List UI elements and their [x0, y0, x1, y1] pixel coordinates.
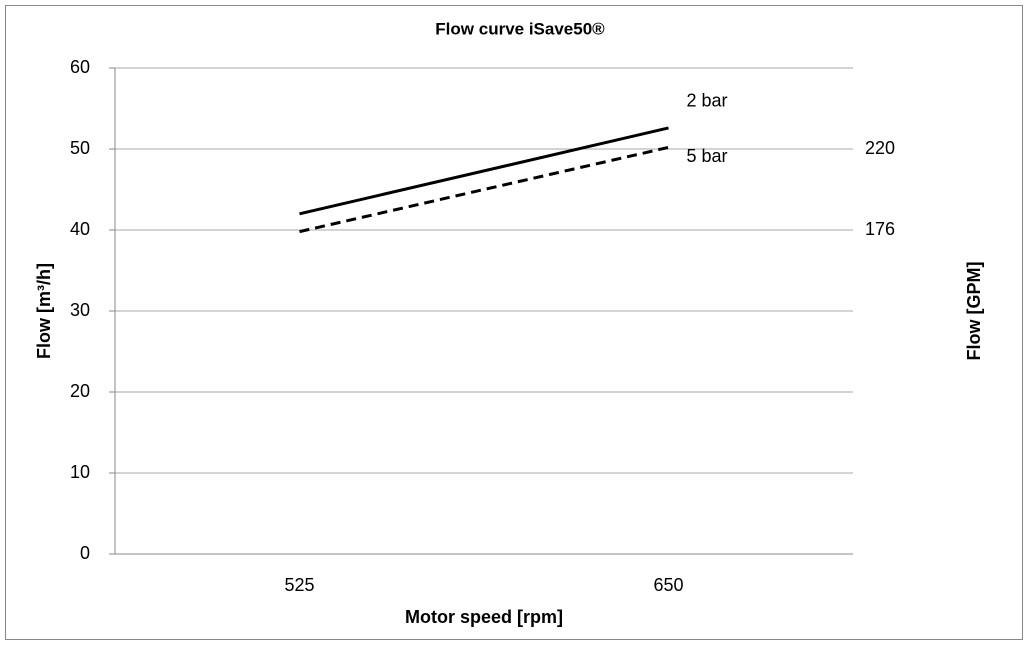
y-tick-label: 60 [70, 57, 90, 77]
series-label: 5 bar [687, 146, 728, 166]
y2-axis-label: Flow [GPM] [964, 262, 984, 361]
y-axis-label: Flow [m³/h] [34, 263, 54, 359]
y2-tick-label: 176 [865, 219, 895, 239]
y-tick-label: 50 [70, 138, 90, 158]
y-tick-label: 10 [70, 462, 90, 482]
x-tick-label: 650 [653, 575, 683, 595]
series-line [299, 126, 669, 216]
y-tick-label: 30 [70, 300, 90, 320]
y-tick-label: 40 [70, 219, 90, 239]
y2-tick-label: 220 [865, 138, 895, 158]
chart-title: Flow curve iSave50® [435, 19, 605, 38]
x-axis-label: Motor speed [rpm] [405, 607, 563, 627]
x-tick-label: 525 [284, 575, 314, 595]
series-label: 2 bar [687, 91, 728, 111]
y-tick-label: 20 [70, 381, 90, 401]
chart-border [5, 5, 1023, 640]
y-tick-label: 0 [80, 543, 90, 563]
